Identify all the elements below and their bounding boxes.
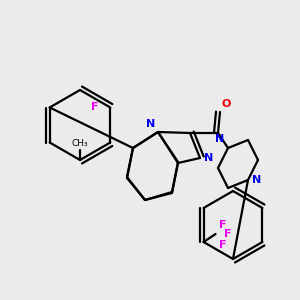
Text: F: F [219,240,226,250]
Text: N: N [146,119,155,129]
Text: F: F [219,220,226,230]
Text: O: O [222,99,231,109]
Text: N: N [204,153,213,163]
Text: CH₃: CH₃ [72,139,88,148]
Text: N: N [215,134,224,144]
Text: F: F [91,103,98,112]
Text: F: F [224,229,231,239]
Text: N: N [252,175,261,185]
